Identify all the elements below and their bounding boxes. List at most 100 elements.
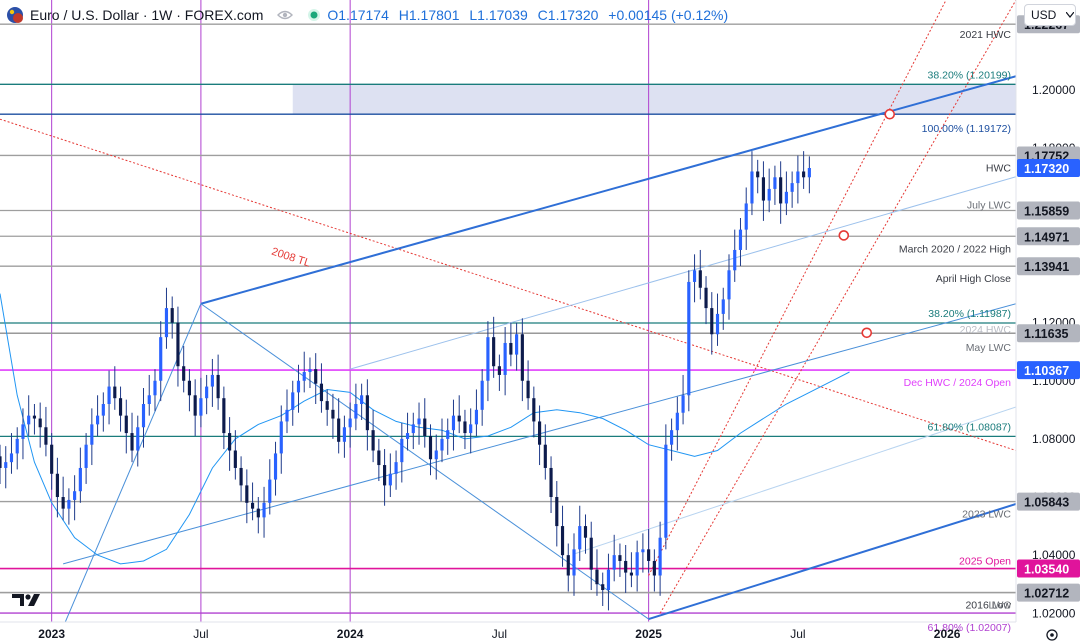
candle-body — [469, 424, 473, 434]
candle — [698, 249, 702, 300]
candle-body — [285, 409, 289, 422]
eye-icon[interactable] — [277, 7, 294, 23]
candle — [773, 165, 777, 205]
candle-body — [612, 555, 616, 570]
candle-body — [681, 395, 685, 413]
price-tag-text: 1.14971 — [1024, 230, 1069, 244]
candle — [710, 292, 714, 355]
gear-hub — [1050, 633, 1054, 637]
candle-body — [457, 415, 461, 422]
candle-body — [15, 438, 19, 454]
candle — [681, 374, 685, 425]
currency-selector[interactable]: USD — [1024, 4, 1076, 26]
candle — [595, 549, 599, 596]
candle-body — [302, 372, 306, 381]
candle — [159, 321, 163, 402]
candle — [113, 366, 117, 410]
candle-body — [727, 270, 731, 300]
candle — [130, 412, 134, 463]
candle-body — [486, 337, 490, 381]
change-value: +0.00145 (+0.12%) — [608, 7, 729, 23]
level-label: 2024 HWC — [960, 324, 1012, 336]
candle-body — [756, 171, 760, 178]
candle — [405, 412, 410, 451]
trend-line — [350, 176, 1016, 370]
candle-body — [807, 167, 811, 178]
candle — [268, 459, 272, 515]
candle — [721, 287, 725, 330]
candle — [193, 379, 197, 436]
candle — [164, 287, 169, 349]
candle — [417, 402, 421, 445]
candle — [446, 418, 450, 455]
candle — [761, 161, 766, 221]
candle-body — [222, 398, 226, 434]
open-value: O1.17174 — [327, 7, 389, 23]
candle — [233, 430, 237, 480]
candle — [802, 151, 806, 189]
symbol-title[interactable]: Euro / U.S. Dollar · 1W · FOREX.com — [30, 7, 264, 23]
candle-body — [601, 584, 605, 591]
candle-body — [365, 395, 369, 431]
candle-body — [55, 473, 59, 498]
candle-body — [698, 270, 702, 288]
candle-body — [405, 433, 410, 439]
candle — [365, 379, 369, 451]
candle — [32, 404, 37, 435]
price-tag: 1.15859 — [1017, 201, 1080, 220]
level-label: 100.00% (1.19172) — [922, 123, 1011, 135]
candle-body — [595, 569, 599, 585]
eu-flag-icon — [7, 7, 23, 23]
candle — [262, 486, 266, 538]
candle-body — [606, 569, 611, 591]
candle — [250, 482, 255, 521]
candle — [67, 488, 71, 525]
candle — [153, 369, 157, 412]
candle — [796, 155, 800, 204]
price-tag: 1.11635 — [1017, 324, 1080, 343]
candle-body — [572, 549, 576, 576]
candle — [457, 395, 461, 434]
candle-body — [73, 491, 77, 500]
price-tag-box — [1017, 227, 1080, 246]
candle — [543, 424, 547, 480]
candle-body — [779, 177, 783, 204]
candle-body — [348, 418, 352, 428]
candle — [170, 296, 174, 339]
candle — [756, 159, 760, 194]
level-label: 2023 LWC — [962, 509, 1011, 521]
candle — [222, 386, 226, 450]
candle — [480, 369, 484, 426]
candle-body — [474, 409, 479, 425]
price-tag-text: 1.10367 — [1024, 364, 1069, 378]
price-tag-box — [1017, 361, 1080, 380]
price-tag-box — [1017, 257, 1080, 276]
level-label: May LWC — [966, 342, 1012, 354]
candle-body — [90, 424, 94, 445]
candle-body — [641, 549, 645, 553]
candle — [256, 497, 260, 534]
candle-body — [543, 444, 547, 468]
plot-area — [0, 0, 1016, 622]
candle — [73, 475, 77, 521]
candle — [606, 553, 611, 611]
candle — [0, 444, 2, 484]
level-label: 38.20% (1.11987) — [928, 308, 1011, 320]
close-value: C1.17320 — [537, 7, 599, 23]
candle-body — [141, 404, 146, 428]
candle — [807, 156, 811, 194]
candle-body — [124, 415, 128, 434]
gear-icon[interactable] — [1046, 629, 1058, 641]
candle — [348, 402, 352, 448]
candle — [451, 399, 456, 451]
candle — [84, 433, 88, 484]
market-status-icon[interactable] — [307, 8, 321, 22]
x-tick-label: 2024 — [337, 627, 364, 641]
candle — [273, 441, 278, 496]
candle-body — [394, 462, 398, 474]
candle-body — [233, 450, 237, 468]
level-label: 38.20% (1.20199) — [928, 69, 1011, 81]
candle-body — [687, 281, 691, 396]
candle-body — [199, 398, 203, 416]
